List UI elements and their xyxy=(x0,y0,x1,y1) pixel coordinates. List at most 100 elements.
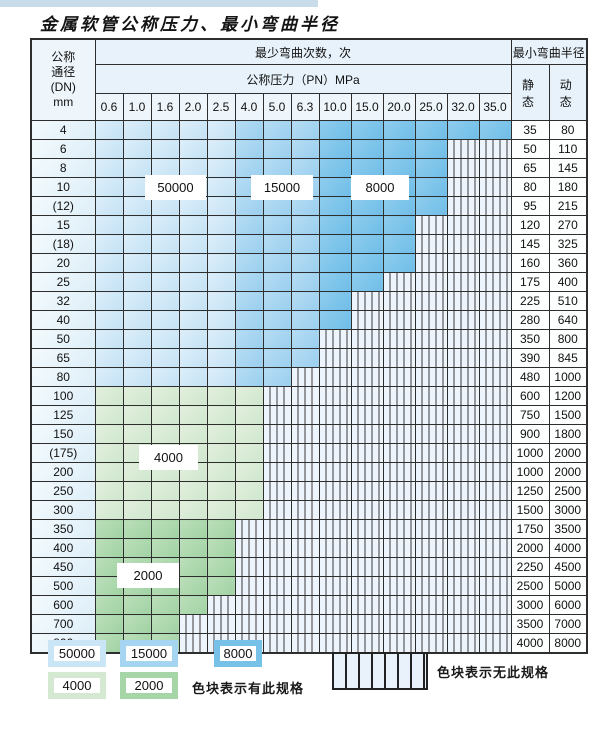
no-spec-cell xyxy=(478,595,512,615)
no-spec-cell xyxy=(446,595,480,615)
no-spec-cell xyxy=(446,405,480,425)
no-spec-cell xyxy=(350,329,384,349)
spec-cell xyxy=(150,348,180,368)
no-spec-cell xyxy=(206,595,236,615)
no-spec-cell xyxy=(414,481,448,501)
dynamic-radius-cell: 2000 xyxy=(548,443,588,463)
spec-table: 公称 通径 (DN) mm 最少弯曲次数，次 最小弯曲半径 公称压力（PN）MP… xyxy=(30,38,588,654)
no-spec-cell xyxy=(290,557,320,577)
spec-cell xyxy=(178,253,208,273)
spec-cell xyxy=(318,196,352,216)
spec-cell xyxy=(318,291,352,311)
spec-cell xyxy=(382,139,416,159)
pn-column-header: 25.0 xyxy=(414,93,448,121)
pn-column-header: 2.5 xyxy=(206,93,236,121)
no-spec-cell xyxy=(206,614,236,634)
spec-cell xyxy=(414,158,448,178)
dn-cell: 250 xyxy=(30,481,96,501)
spec-cell xyxy=(290,310,320,330)
dn-cell: 4 xyxy=(30,120,96,140)
no-spec-cell xyxy=(350,576,384,596)
spec-cell xyxy=(290,253,320,273)
spec-cell xyxy=(318,139,352,159)
no-spec-cell xyxy=(318,386,352,406)
dynamic-radius-cell: 510 xyxy=(548,291,588,311)
no-spec-cell xyxy=(478,500,512,520)
spec-cell xyxy=(234,367,264,387)
dynamic-radius-cell: 80 xyxy=(548,120,588,140)
spec-cell xyxy=(206,310,236,330)
static-radius-cell: 175 xyxy=(510,272,550,292)
no-spec-cell xyxy=(382,538,416,558)
no-spec-cell xyxy=(414,557,448,577)
no-spec-cell xyxy=(446,348,480,368)
spec-cell xyxy=(206,234,236,254)
pn-column-header: 1.6 xyxy=(150,93,180,121)
table-row: 400 2000 4000 xyxy=(30,538,588,558)
pn-column-header: 10.0 xyxy=(318,93,352,121)
spec-cell xyxy=(178,519,208,539)
spec-cell xyxy=(122,500,152,520)
no-spec-cell xyxy=(446,481,480,501)
table-row: 8 65 145 xyxy=(30,158,588,178)
spec-cell xyxy=(94,386,124,406)
no-spec-cell xyxy=(382,291,416,311)
static-radius-cell: 50 xyxy=(510,139,550,159)
no-spec-cell xyxy=(318,424,352,444)
no-spec-cell xyxy=(446,367,480,387)
no-spec-cell xyxy=(414,310,448,330)
static-radius-cell: 2000 xyxy=(510,538,550,558)
no-spec-cell xyxy=(478,443,512,463)
no-spec-cell xyxy=(318,576,352,596)
dynamic-radius-cell: 1800 xyxy=(548,424,588,444)
table-row: 32 225 510 xyxy=(30,291,588,311)
spec-cell xyxy=(94,576,124,596)
dn-cell: (175) xyxy=(30,443,96,463)
spec-cell xyxy=(350,196,384,216)
page-title: 金属软管公称压力、最小弯曲半径 xyxy=(40,15,340,35)
legend-no-spec-swatch xyxy=(332,652,428,690)
spec-cell xyxy=(178,481,208,501)
table-row: 250 1250 2500 xyxy=(30,481,588,501)
no-spec-cell xyxy=(446,614,480,634)
spec-cell xyxy=(234,424,264,444)
spec-cell xyxy=(290,196,320,216)
spec-cell xyxy=(122,272,152,292)
dynamic-radius-cell: 1500 xyxy=(548,405,588,425)
static-radius-cell: 120 xyxy=(510,215,550,235)
spec-cell xyxy=(122,310,152,330)
spec-cell xyxy=(122,367,152,387)
no-spec-cell xyxy=(318,595,352,615)
no-spec-cell xyxy=(446,158,480,178)
spec-cell xyxy=(262,272,292,292)
no-spec-cell xyxy=(446,500,480,520)
spec-cell xyxy=(262,253,292,273)
no-spec-cell xyxy=(478,310,512,330)
no-spec-cell xyxy=(478,177,512,197)
static-radius-cell: 280 xyxy=(510,310,550,330)
spec-cell xyxy=(150,139,180,159)
dn-cell: 200 xyxy=(30,462,96,482)
spec-cell xyxy=(318,215,352,235)
no-spec-cell xyxy=(414,633,448,654)
pn-column-header: 32.0 xyxy=(446,93,480,121)
min-bend-radius-header: 最小弯曲半径 xyxy=(510,38,588,65)
spec-cell xyxy=(234,291,264,311)
spec-cell xyxy=(122,291,152,311)
no-spec-cell xyxy=(382,481,416,501)
static-radius-cell: 95 xyxy=(510,196,550,216)
spec-cell xyxy=(262,196,292,216)
spec-cell xyxy=(178,386,208,406)
spec-cell xyxy=(206,538,236,558)
spec-cell xyxy=(206,481,236,501)
spec-cell xyxy=(150,367,180,387)
dn-cell: 150 xyxy=(30,424,96,444)
dynamic-radius-cell: 1000 xyxy=(548,367,588,387)
spec-cell xyxy=(122,614,152,634)
no-spec-cell xyxy=(478,291,512,311)
table-row: (18) 145 325 xyxy=(30,234,588,254)
spec-cell xyxy=(94,329,124,349)
no-spec-cell xyxy=(290,633,320,654)
dn-cell: 500 xyxy=(30,576,96,596)
